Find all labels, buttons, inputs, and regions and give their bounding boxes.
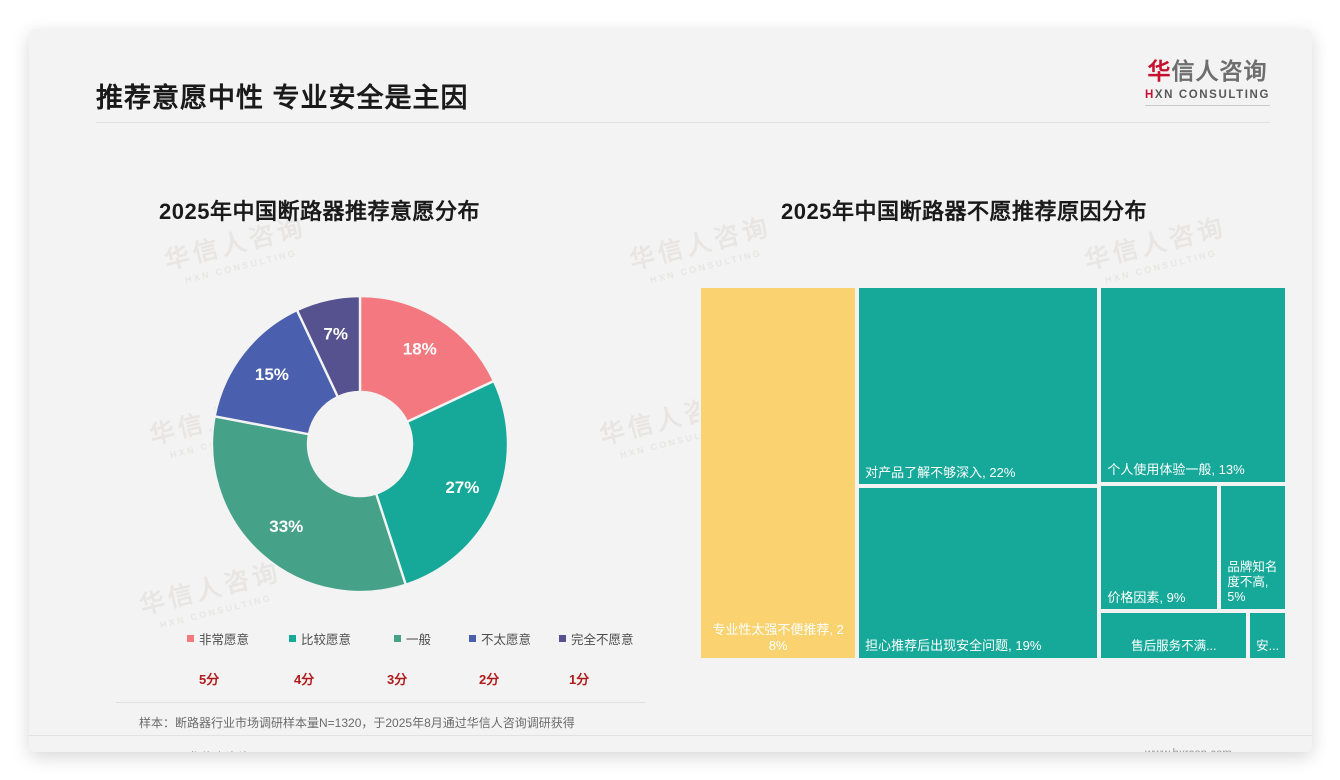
score-label: 1分 (569, 672, 590, 687)
donut-slice-label: 18% (403, 339, 437, 358)
logo-english-accent: H (1144, 89, 1155, 101)
legend-item[interactable]: 完全不愿意 (559, 629, 634, 648)
legend-swatch-icon (187, 634, 194, 642)
treemap-cell[interactable]: 专业性太强不便推荐, 28% (699, 286, 858, 660)
treemap-cell[interactable]: 担心推荐后出现安全问题, 19% (857, 486, 1100, 660)
website-link[interactable]: www.hxrcon.com (1145, 748, 1232, 752)
score-scale: 5分 4分 3分 2分 1分 (169, 669, 659, 691)
donut-svg: 18% 27% 33% 15% 7% (210, 294, 510, 594)
legend-item[interactable]: 一般 (394, 629, 431, 648)
treemap-cell[interactable]: 品牌知名度不高, 5% (1219, 484, 1287, 612)
score-label: 4分 (294, 672, 315, 687)
treemap-cell[interactable]: 售后服务不满... (1099, 611, 1249, 660)
logo-chinese-accent: 华 (1147, 58, 1172, 84)
logo-underline (1144, 105, 1270, 106)
treemap-cell-label: 个人使用体验一般, 13% (1107, 462, 1245, 478)
treemap-cell-label: 安... (1256, 638, 1280, 653)
treemap-cell-label: 对产品了解不够深入, 22% (865, 464, 1016, 480)
donut-slice-label: 15% (255, 365, 289, 384)
donut-slice[interactable] (358, 294, 496, 424)
logo-english-rest: XN CONSULTING (1154, 89, 1270, 101)
donut-slice[interactable] (295, 294, 362, 399)
copyright-text: ©2025.10 HXR华信人咨询 (104, 747, 251, 752)
treemap-cell-label: 专业性太强不便推荐, 28% (712, 622, 844, 654)
brand-logo: 华信人咨询 HXN CONSULTING (1144, 52, 1270, 106)
score-label: 2分 (479, 672, 500, 687)
logo-chinese-rest: 信人咨询 (1171, 58, 1268, 84)
sample-note: 样本：断路器行业市场调研样本量N=1320，于2025年8月通过华信人咨询调研获… (139, 716, 575, 730)
treemap-cell-label: 价格因素, 9% (1107, 589, 1186, 605)
legend-label: 比较愿意 (301, 632, 352, 647)
treemap-cell-label: 担心推荐后出现安全问题, 19% (865, 638, 1042, 654)
treemap-cell-label: 售后服务不满... (1131, 638, 1217, 653)
right-chart-title: 2025年中国断路器不愿推荐原因分布 (781, 199, 1147, 224)
logo-english: HXN CONSULTING (1145, 89, 1270, 101)
donut-slice[interactable] (374, 379, 510, 587)
donut-slice-label: 7% (323, 325, 348, 344)
donut-slice-label: 27% (445, 478, 479, 497)
page-title: 推荐意愿中性 专业安全是主因 (96, 83, 469, 113)
score-label: 3分 (387, 672, 408, 687)
slide-card: 华信人咨询 HXN CONSULTING 华信人咨询 HXN CONSULTIN… (29, 29, 1312, 752)
donut-slice[interactable] (210, 414, 408, 594)
legend-label: 不太愿意 (481, 632, 532, 647)
slide-header: 推荐意愿中性 专业安全是主因 华信人咨询 HXN CONSULTING (29, 29, 1312, 122)
treemap-cell[interactable]: 价格因素, 9% (1099, 484, 1220, 612)
treemap-cell[interactable]: 安... (1248, 611, 1287, 660)
footer-divider (29, 735, 1312, 736)
legend-item[interactable]: 比较愿意 (289, 629, 351, 648)
left-chart-title: 2025年中国断路器推荐意愿分布 (159, 199, 480, 224)
legend-item[interactable]: 不太愿意 (469, 629, 531, 648)
treemap-cell-label: 品牌知名度不高, 5% (1227, 559, 1278, 605)
sample-note-divider (116, 702, 646, 703)
logo-chinese: 华信人咨询 (1145, 52, 1270, 86)
legend-label: 一般 (406, 632, 432, 647)
legend-item[interactable]: 非常愿意 (187, 629, 249, 648)
score-label: 5分 (199, 672, 220, 687)
watermark: 华信人咨询 HXN CONSULTING (626, 212, 775, 286)
donut-slice-label: 33% (269, 517, 303, 536)
legend-swatch-icon (289, 634, 296, 642)
legend-swatch-icon (559, 634, 566, 642)
legend-swatch-icon (394, 634, 401, 642)
legend-swatch-icon (469, 634, 476, 642)
treemap-cell[interactable]: 个人使用体验一般, 13% (1099, 286, 1287, 485)
header-divider (96, 122, 1270, 123)
treemap-cell[interactable]: 对产品了解不够深入, 22% (857, 286, 1100, 487)
recommendation-donut-chart: 18% 27% 33% 15% 7% (179, 272, 579, 617)
donut-legend: 非常愿意 比较愿意 一般 不太愿意 完全不愿意 (169, 627, 659, 649)
legend-label: 完全不愿意 (571, 632, 634, 647)
reasons-treemap-chart: 专业性太强不便推荐, 28% 对产品了解不够深入, 22% 担心推荐后出现安全问题,… (699, 286, 1287, 660)
legend-label: 非常愿意 (199, 632, 250, 647)
donut-slice[interactable] (213, 308, 340, 436)
